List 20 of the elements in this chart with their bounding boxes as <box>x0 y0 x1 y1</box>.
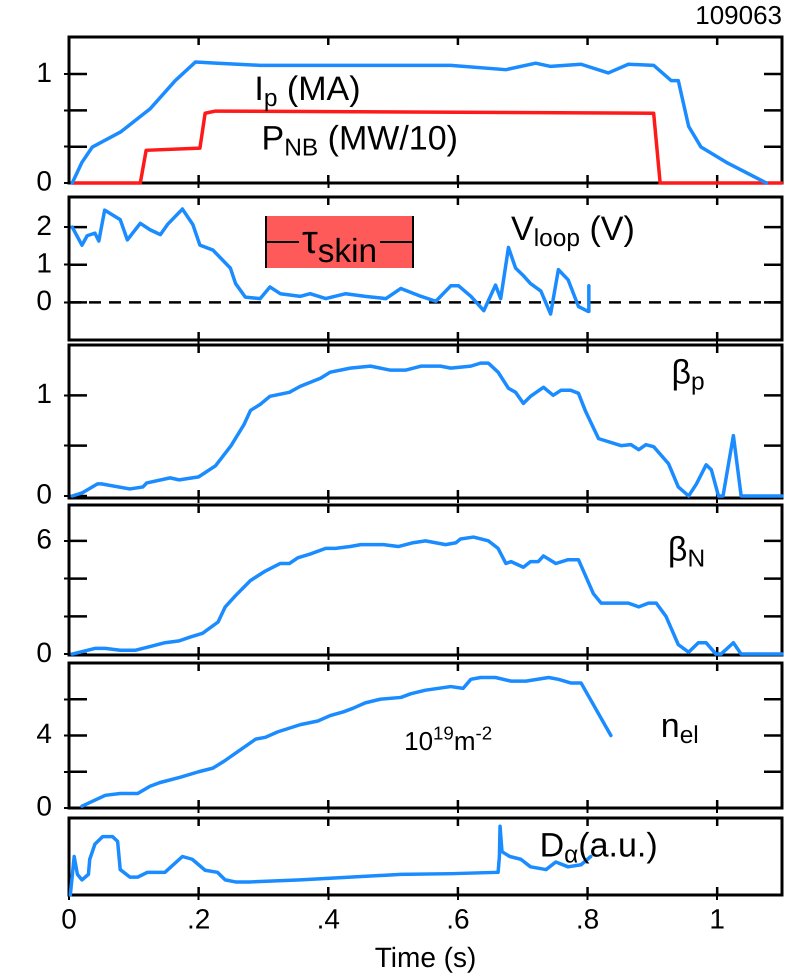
y-tick-label: 0 <box>36 166 52 197</box>
y-tick-label: 0 <box>36 478 52 510</box>
y-tick-label: 1 <box>36 56 52 88</box>
x-tick-label: 1 <box>709 904 725 935</box>
y-tick-label: 0 <box>36 285 52 316</box>
y-tick-label: 4 <box>36 718 52 750</box>
x-tick-label: .4 <box>316 904 340 935</box>
y-tick-label: 0 <box>36 790 52 822</box>
x-tick-label: 0 <box>61 904 77 935</box>
y-tick-label: 1 <box>36 378 52 410</box>
y-tick-label: 1 <box>36 247 52 278</box>
x-tick-label: .6 <box>446 904 470 935</box>
y-tick-label: 0 <box>36 636 52 668</box>
x-tick-label: .2 <box>186 904 210 935</box>
y-tick-label: 2 <box>36 210 52 241</box>
annotation: τ$_{skin}$ <box>300 218 378 270</box>
x-tick-label: .8 <box>576 904 600 935</box>
y-tick-label: 6 <box>36 524 52 555</box>
text: 109063 <box>695 0 782 30</box>
x-axis-title: Time (s) <box>374 942 476 973</box>
